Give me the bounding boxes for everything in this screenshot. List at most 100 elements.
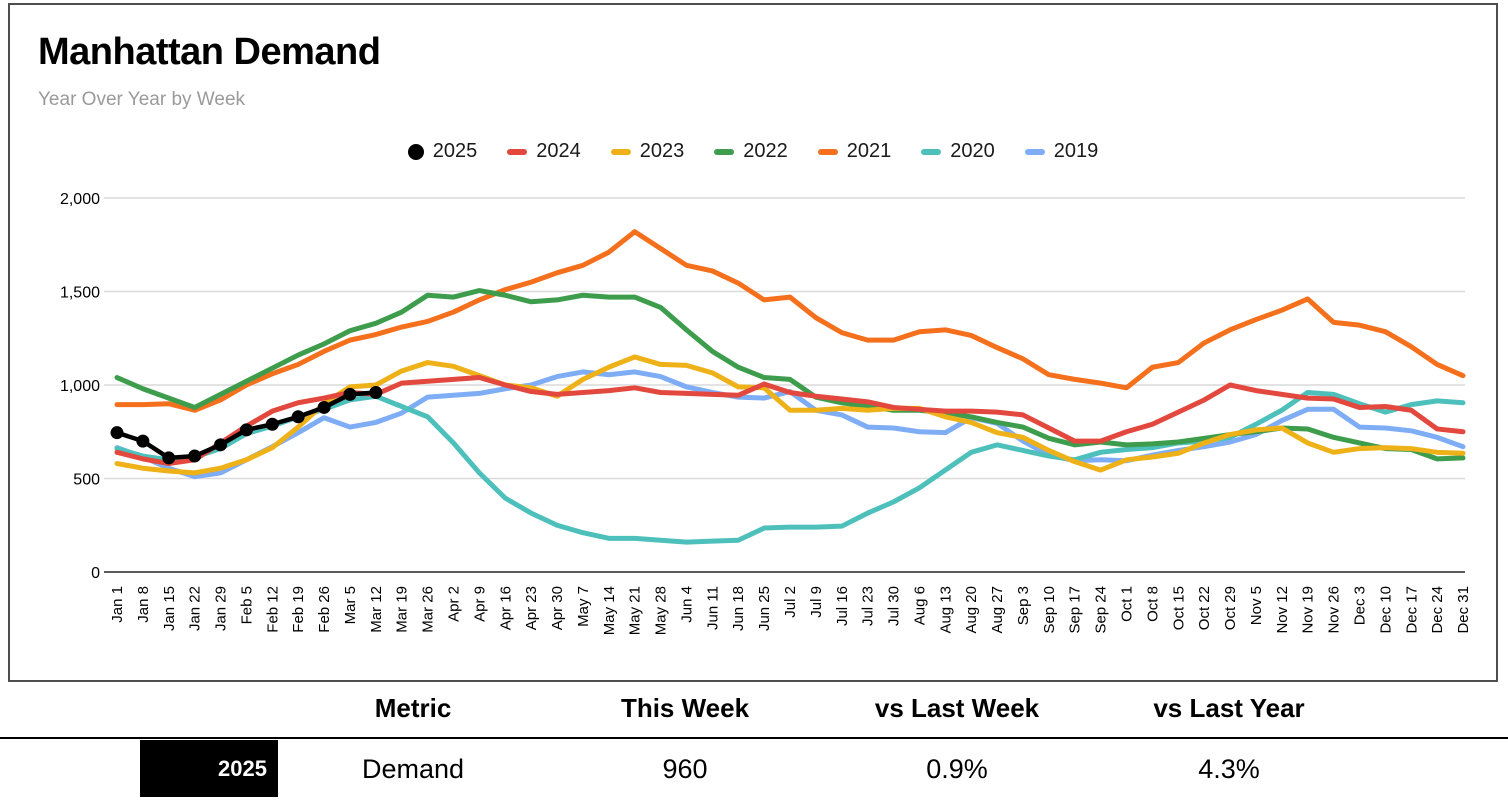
x-axis-tick-label: Sep 3 xyxy=(1015,586,1032,625)
cell-this-week: 960 xyxy=(662,754,708,784)
x-axis-tick-label: May 14 xyxy=(601,586,618,635)
series-point-2025 xyxy=(291,410,305,424)
x-axis-tick-label: Sep 10 xyxy=(1041,586,1058,634)
x-axis-tick-label: Feb 26 xyxy=(316,586,333,633)
year-badge-2025: 2025 xyxy=(140,740,278,797)
x-axis-tick-label: Oct 15 xyxy=(1170,586,1187,630)
legend-line-icon-2024 xyxy=(507,148,528,155)
series-point-2025 xyxy=(239,423,253,437)
x-axis-tick-label: Aug 13 xyxy=(937,586,954,634)
x-axis-tick-label: Nov 26 xyxy=(1326,586,1343,634)
series-point-2025 xyxy=(369,385,383,399)
col-header-vs-last-year: vs Last Year xyxy=(1153,693,1305,723)
x-axis-tick-label: Jul 23 xyxy=(860,586,877,626)
series-line-2021 xyxy=(114,229,1466,413)
x-axis-tick-label: Jan 29 xyxy=(213,586,230,631)
chart-legend: 2025 2024 2023 2022 2021 2020 2019 xyxy=(10,140,1496,163)
series-point-2025 xyxy=(214,438,228,452)
x-axis-tick-label: Apr 23 xyxy=(523,586,540,630)
legend-label: 2024 xyxy=(536,140,581,162)
x-axis-tick-label: Jul 16 xyxy=(834,586,851,626)
x-axis-tick-label: Oct 8 xyxy=(1144,586,1161,622)
x-axis-tick-label: Jun 18 xyxy=(730,586,747,631)
legend-label: 2023 xyxy=(639,140,685,162)
chart-subtitle: Year Over Year by Week xyxy=(38,89,246,110)
series-point-2025 xyxy=(317,400,331,414)
x-axis-tick-label: Dec 3 xyxy=(1351,586,1368,625)
legend-item-2022[interactable]: 2022 xyxy=(714,140,788,163)
x-axis-tick-label: Nov 5 xyxy=(1248,586,1265,625)
y-axis-tick-label: 500 xyxy=(73,472,100,489)
x-axis-tick-label: May 7 xyxy=(575,586,592,627)
col-header-vs-last-week: vs Last Week xyxy=(874,693,1040,723)
x-axis-tick-label: Jan 22 xyxy=(187,586,204,631)
legend-item-2023[interactable]: 2023 xyxy=(610,140,685,163)
chart-title: Manhattan Demand xyxy=(38,31,381,73)
summary-table: Metric This Week vs Last Week vs Last Ye… xyxy=(0,683,1508,806)
series-point-2025 xyxy=(188,449,202,463)
x-axis-tick-label: Mar 5 xyxy=(342,586,359,624)
legend-item-2019[interactable]: 2019 xyxy=(1024,140,1099,163)
x-axis-tick-label: Dec 24 xyxy=(1429,586,1446,634)
x-axis-tick-label: May 21 xyxy=(627,586,644,635)
cell-vs-last-year: 4.3% xyxy=(1198,754,1260,784)
legend-dot-icon-2025 xyxy=(407,143,424,160)
x-axis-tick-label: Feb 5 xyxy=(238,586,255,624)
series-point-2025 xyxy=(110,426,124,440)
legend-label: 2019 xyxy=(1053,140,1099,162)
chart-card: Manhattan Demand Year Over Year by Week … xyxy=(8,3,1498,682)
legend-item-2025[interactable]: 2025 xyxy=(407,140,478,163)
legend-label: 2022 xyxy=(743,140,788,162)
x-axis-tick-label: Apr 2 xyxy=(446,586,463,622)
y-axis-tick-label: 1,500 xyxy=(60,285,100,302)
x-axis-tick-label: Jun 11 xyxy=(704,586,721,630)
x-axis-tick-label: Feb 19 xyxy=(290,586,307,633)
col-header-metric: Metric xyxy=(374,693,452,723)
legend-line-icon-2023 xyxy=(610,148,631,155)
x-axis-tick-label: Mar 19 xyxy=(394,586,411,633)
x-axis-tick-label: Jul 2 xyxy=(782,586,799,618)
x-axis-tick-label: Dec 10 xyxy=(1377,586,1394,634)
x-axis-tick-label: Jul 9 xyxy=(808,586,825,618)
legend-label: 2025 xyxy=(432,140,478,162)
legend-line-icon-2020 xyxy=(921,148,942,155)
x-axis-tick-label: Jan 8 xyxy=(135,586,152,623)
x-axis-tick-label: Oct 1 xyxy=(1119,586,1136,622)
x-axis-tick-label: Jun 4 xyxy=(678,586,695,623)
x-axis-tick-label: Jun 25 xyxy=(756,586,773,631)
cell-vs-last-week: 0.9% xyxy=(926,754,988,784)
x-axis-tick-label: Sep 17 xyxy=(1067,586,1084,634)
x-axis-tick-label: Apr 30 xyxy=(549,586,566,630)
series-line-2020 xyxy=(114,389,1466,545)
x-axis-tick-label: Jan 1 xyxy=(109,586,126,623)
legend-item-2020[interactable]: 2020 xyxy=(921,140,995,163)
legend-item-2021[interactable]: 2021 xyxy=(817,140,891,163)
x-axis-tick-label: Apr 9 xyxy=(471,586,488,622)
x-axis-tick-label: May 28 xyxy=(653,586,670,635)
table-divider xyxy=(0,737,1508,739)
x-axis-tick-label: Dec 17 xyxy=(1403,586,1420,634)
col-header-this-week: This Week xyxy=(620,693,750,723)
legend-item-2024[interactable]: 2024 xyxy=(507,140,581,163)
series-line-2024 xyxy=(114,375,1466,467)
x-axis-tick-label: Sep 24 xyxy=(1093,586,1110,634)
x-axis-tick-label: Nov 12 xyxy=(1274,586,1291,634)
series-point-2025 xyxy=(136,434,150,448)
cell-metric: Demand xyxy=(361,754,465,784)
x-axis-tick-label: Dec 31 xyxy=(1455,586,1472,634)
x-axis-tick-label: Aug 6 xyxy=(911,586,928,625)
legend-line-icon-2021 xyxy=(817,148,838,155)
x-axis-tick-label: Feb 12 xyxy=(264,586,281,633)
series-line-2023 xyxy=(114,354,1466,476)
series-point-2025 xyxy=(343,387,357,401)
x-axis-tick-label: Jul 30 xyxy=(886,586,903,626)
x-axis-tick-label: Mar 12 xyxy=(368,586,385,633)
legend-label: 2020 xyxy=(950,140,995,162)
x-axis-tick-label: Aug 27 xyxy=(989,586,1006,634)
demand-line-chart: 2,000 1,500 1,000 500 0 Jan 1 Jan 8 Jan 15 Jan 2… xyxy=(60,191,1472,635)
series-point-2025 xyxy=(265,417,279,431)
series-point-2025 xyxy=(162,451,176,465)
x-axis-tick-label: Apr 16 xyxy=(497,586,514,630)
x-axis-tick-label: Aug 20 xyxy=(963,586,980,634)
